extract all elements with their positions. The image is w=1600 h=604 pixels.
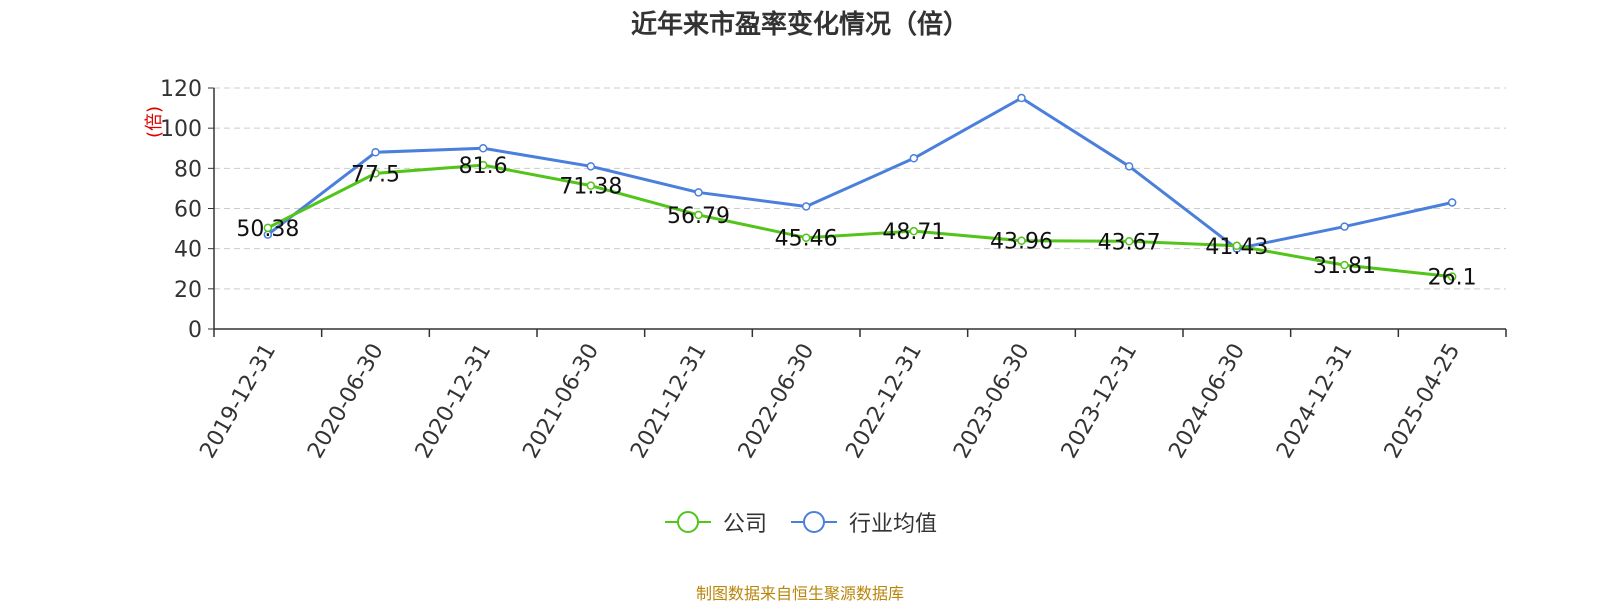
data-point	[801, 233, 811, 242]
x-tick-label: 2021-12-31	[626, 340, 712, 463]
data-label: 77.5	[351, 162, 400, 187]
data-label: 81.6	[459, 154, 508, 179]
y-tick-label: 20	[174, 278, 202, 303]
data-point	[909, 154, 919, 163]
data-point	[694, 210, 703, 220]
data-point	[1447, 198, 1457, 207]
axes: 0 20 40 60 80 100 120 (倍) 2019-12-31 2020-06-30 20…	[144, 77, 1507, 463]
x-tick-label: 2022-06-30	[734, 340, 820, 463]
data-label: 48.71	[882, 220, 945, 245]
legend-marker-icon	[791, 511, 837, 533]
legend: 公司 行业均值	[0, 506, 1600, 538]
x-tick-label: 2022-12-31	[841, 340, 927, 463]
data-point	[1124, 237, 1134, 246]
series-line-0	[267, 163, 1453, 279]
y-axis-label: (倍)	[144, 106, 165, 138]
x-tick-label: 2023-06-30	[949, 340, 1035, 463]
y-tick-label: 40	[174, 238, 202, 263]
x-tick-label: 2024-06-30	[1164, 340, 1250, 463]
data-point	[371, 148, 380, 157]
source-note: 制图数据来自恒生聚源数据库	[695, 584, 904, 603]
data-point	[478, 160, 488, 170]
legend-marker-icon	[664, 511, 711, 533]
data-labels: 50.38 77.5 81.6 71.38 56.79 45.46 48.71 43.96 43…	[236, 154, 1476, 290]
data-point	[1017, 236, 1026, 245]
y-tick-label: 60	[174, 198, 202, 223]
data-point	[371, 169, 380, 178]
data-point	[909, 226, 919, 236]
series-line-1	[266, 96, 1453, 251]
data-label: 56.79	[667, 204, 730, 229]
series-lines	[263, 93, 1457, 281]
data-label: 31.81	[1313, 254, 1376, 279]
y-tick-label: 80	[174, 157, 202, 182]
data-point	[263, 223, 273, 233]
x-tick-label: 2025-04-25	[1380, 340, 1466, 463]
data-point	[586, 181, 596, 190]
y-tick-label: 0	[188, 318, 202, 343]
data-point	[586, 162, 596, 171]
data-point	[1124, 162, 1134, 171]
data-point	[1340, 260, 1349, 270]
x-tick-label: 2019-12-31	[195, 340, 281, 463]
data-label: 45.46	[775, 227, 838, 252]
chart-title: 近年来市盈率变化情况（倍）	[630, 10, 969, 40]
x-tick-label: 2020-12-31	[411, 340, 497, 463]
y-tick-label: 100	[160, 117, 202, 142]
data-point	[694, 188, 703, 197]
data-point	[1447, 272, 1457, 281]
x-tick-label: 2021-06-30	[518, 340, 604, 463]
data-label: 43.67	[1098, 230, 1161, 255]
data-label: 50.38	[236, 217, 299, 242]
y-tick-label: 120	[160, 77, 202, 102]
legend-label: 公司	[722, 512, 767, 537]
data-label: 26.1	[1428, 266, 1477, 291]
data-label: 41.43	[1205, 235, 1268, 260]
x-tick-label: 2024-12-31	[1272, 340, 1358, 463]
data-label: 71.38	[559, 175, 622, 200]
data-point	[478, 144, 488, 153]
data-point	[1340, 222, 1349, 231]
data-label: 43.96	[990, 230, 1053, 255]
x-tick-label: 2020-06-30	[303, 340, 389, 463]
legend-item[interactable]: 行业均值	[789, 506, 937, 538]
data-point	[1017, 93, 1026, 103]
legend-label: 行业均值	[849, 512, 938, 537]
x-tick-label: 2023-12-31	[1057, 340, 1143, 463]
legend-item[interactable]: 公司	[663, 506, 767, 538]
data-point	[801, 202, 811, 211]
data-point	[1232, 241, 1242, 251]
